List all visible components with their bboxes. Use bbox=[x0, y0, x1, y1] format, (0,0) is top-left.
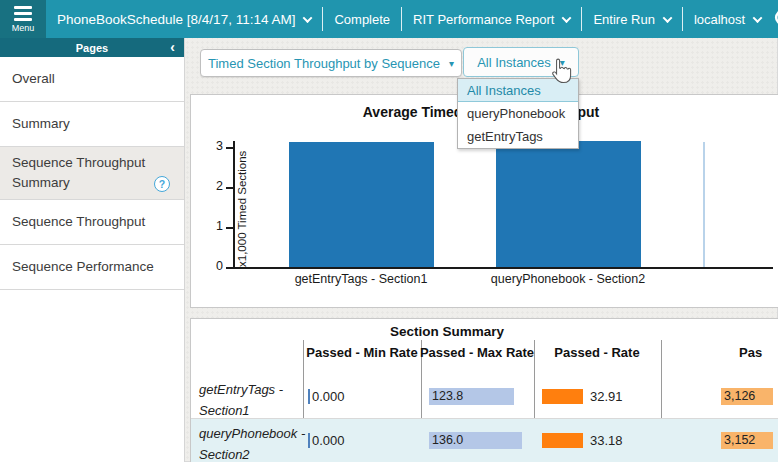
instance-option-all-instances[interactable]: All Instances bbox=[458, 79, 578, 102]
max-rate-bar: 136.0 bbox=[429, 432, 522, 449]
report-selector[interactable]: RIT Performance Report bbox=[402, 0, 581, 38]
dropdown-arrow-icon: ▾ bbox=[560, 57, 565, 68]
sidebar-item-label: Sequence Throughput bbox=[12, 212, 145, 232]
sidebar-item-summary[interactable]: Summary bbox=[0, 102, 184, 147]
instance-dropdown-label: All Instances bbox=[477, 55, 551, 70]
chart-x-category-label: queryPhonebook - Section2 bbox=[448, 272, 688, 286]
table-panel: Section Summary Passed - Min RatePassed … bbox=[190, 318, 778, 462]
row-label: getEntryTags - Section1 bbox=[199, 379, 307, 421]
chevron-down-icon bbox=[662, 13, 672, 23]
chevron-down-icon bbox=[562, 13, 572, 23]
instance-dropdown[interactable]: All Instances ▾ bbox=[463, 47, 579, 77]
pages-title: Pages bbox=[76, 42, 108, 54]
chart-tick bbox=[226, 267, 234, 269]
min-rate-bar bbox=[308, 433, 310, 448]
collapse-sidebar-icon[interactable]: ‹ bbox=[170, 38, 175, 56]
chart-tick bbox=[226, 227, 234, 229]
chart-y-axis bbox=[233, 141, 235, 268]
table-row: getEntryTags - Section1 0.000 123.8 32.91 3,… bbox=[191, 375, 778, 418]
row-label: queryPhonebook - Section2 bbox=[199, 423, 307, 462]
max-rate-bar: 123.8 bbox=[429, 388, 514, 405]
sidebar: Pages ‹ Overall Summary Sequence Throughpu… bbox=[0, 38, 185, 462]
sidebar-item-sequence-throughput-summary[interactable]: Sequence Throughput Summary? bbox=[0, 147, 184, 200]
plot-edge-line bbox=[703, 142, 705, 267]
rate-bar bbox=[542, 389, 583, 404]
sidebar-item-label: Sequence Performance bbox=[12, 257, 154, 277]
rate-value: 32.91 bbox=[590, 389, 623, 404]
schedule-label: PhoneBookSchedule [8/4/17, 11:14 AM] bbox=[57, 12, 295, 27]
chart-y-axis-label: x1,000 Timed Sections bbox=[236, 141, 248, 267]
sidebar-item-sequence-throughput[interactable]: Sequence Throughput bbox=[0, 200, 184, 245]
passed-bar: 3,152 bbox=[721, 432, 773, 449]
chart-tick-label: 1 bbox=[199, 219, 223, 233]
menu-button-label: Menu bbox=[12, 23, 35, 33]
chart-tick-label: 2 bbox=[199, 179, 223, 193]
table-title: Section Summary bbox=[191, 324, 703, 339]
host-label: localhost bbox=[694, 12, 745, 27]
topbar: Menu PhoneBookSchedule [8/4/17, 11:14 AM… bbox=[0, 0, 778, 38]
table-header-1: Passed - Min Rate bbox=[306, 345, 417, 360]
sidebar-item-sequence-performance[interactable]: Sequence Performance bbox=[0, 245, 184, 290]
search-icon bbox=[772, 7, 778, 31]
host-selector[interactable]: localhost bbox=[683, 0, 772, 38]
chart-tick bbox=[226, 147, 234, 149]
min-rate-value: 0.000 bbox=[312, 433, 345, 448]
min-rate-value: 0.000 bbox=[312, 389, 345, 404]
rate-value: 33.18 bbox=[590, 433, 623, 448]
search-button[interactable] bbox=[772, 0, 778, 38]
dropdown-arrow-icon: ▾ bbox=[449, 58, 454, 69]
passed-bar: 3,126 bbox=[721, 388, 773, 405]
view-dropdown[interactable]: Timed Section Throughput by Sequence ▾ bbox=[200, 49, 462, 77]
sidebar-item-label: Summary bbox=[12, 114, 70, 134]
view-dropdown-label: Timed Section Throughput by Sequence bbox=[208, 56, 440, 71]
chart-tick-label: 0 bbox=[199, 259, 223, 273]
instance-option-queryphonebook[interactable]: queryPhonebook bbox=[458, 102, 578, 125]
run-label: Entire Run bbox=[593, 12, 654, 27]
chevron-down-icon bbox=[753, 13, 763, 23]
table-header-4: Pas bbox=[739, 345, 762, 360]
chart-x-category-label: getEntryTags - Section1 bbox=[241, 272, 481, 286]
table-header-2: Passed - Max Rate bbox=[420, 345, 534, 360]
sidebar-item-overall[interactable]: Overall bbox=[0, 57, 184, 102]
chart-tick bbox=[226, 187, 234, 189]
chart-x-axis bbox=[227, 267, 773, 269]
status-label: Complete bbox=[323, 0, 401, 38]
menu-button[interactable]: Menu bbox=[0, 0, 46, 38]
instance-option-getentrytags[interactable]: getEntryTags bbox=[458, 125, 578, 148]
hamburger-icon bbox=[14, 6, 32, 21]
chart-bar bbox=[289, 142, 434, 267]
sidebar-item-label: Sequence Throughput Summary bbox=[12, 153, 154, 193]
table-header-3: Passed - Rate bbox=[554, 345, 639, 360]
chevron-down-icon bbox=[303, 13, 313, 23]
sidebar-item-label: Overall bbox=[12, 69, 55, 89]
rate-bar bbox=[542, 433, 583, 448]
help-icon[interactable]: ? bbox=[154, 176, 170, 192]
report-label: RIT Performance Report bbox=[413, 12, 554, 27]
table-row: queryPhonebook - Section2 0.000 136.0 33.18… bbox=[191, 418, 778, 462]
pages-nav: Overall Summary Sequence Throughput Summar… bbox=[0, 57, 184, 290]
schedule-selector[interactable]: PhoneBookSchedule [8/4/17, 11:14 AM] bbox=[46, 0, 322, 38]
instance-dropdown-menu: All InstancesqueryPhonebookgetEntryTags bbox=[457, 78, 579, 149]
run-selector[interactable]: Entire Run bbox=[582, 0, 681, 38]
chart-bar bbox=[496, 141, 641, 267]
chart-tick-label: 3 bbox=[199, 139, 223, 153]
min-rate-bar bbox=[308, 389, 310, 404]
pages-header: Pages ‹ bbox=[0, 38, 184, 57]
rit-performance-report-window: Menu PhoneBookSchedule [8/4/17, 11:14 AM… bbox=[0, 0, 778, 462]
